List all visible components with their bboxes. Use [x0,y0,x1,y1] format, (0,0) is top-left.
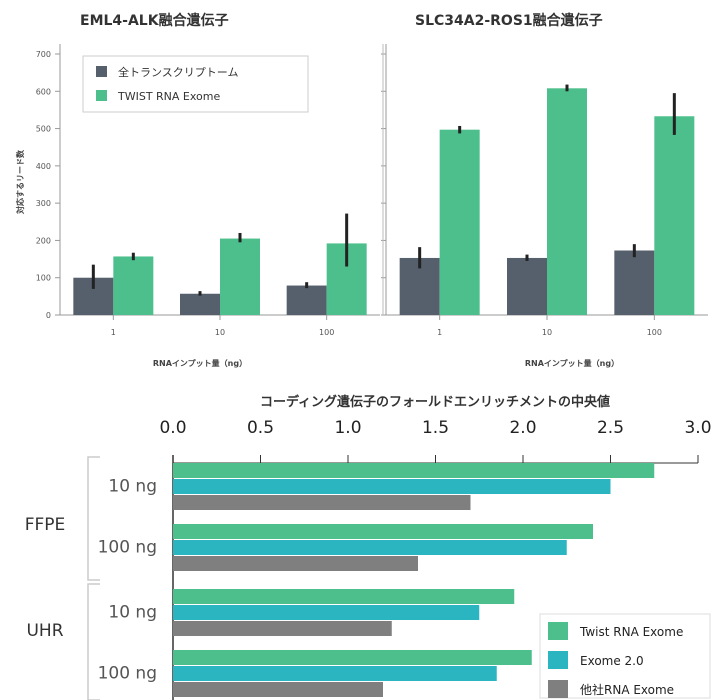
chart3-x-tick-label: 2.5 [597,418,624,438]
chart1-y-tick-label: 400 [36,162,51,171]
chart3-group-label: UHR [26,621,63,641]
chart3-group-bracket [87,456,100,581]
chart3-bar [173,540,567,555]
chart1-y-tick-label: 500 [36,125,51,134]
legend-label-exome-2: Exome 2.0 [580,654,644,668]
chart3-bar [173,666,497,681]
chart2-x-tick-label: 1 [437,328,442,337]
legend-label-other-rna-exome: 他社RNA Exome [580,682,674,697]
chart1-legend-box [82,55,309,113]
chart1-y-tick-label: 300 [36,199,51,208]
chart3-x-tick-label: 1.0 [334,418,361,438]
chart1-y-tick-label: 600 [36,87,51,96]
chart2-bar [439,129,480,315]
chart2-x-tick-label: 10 [542,328,552,337]
chart3-legend-box [539,613,711,699]
chart3-bar [173,650,532,665]
chart1-legend: 全トランスクリプトーム TWIST RNA Exome [82,55,309,113]
chart3-x-tick-label: 0.5 [247,418,274,438]
legend-swatch-whole-transcriptome [96,66,107,77]
legend-swatch-twist-rna-exome [548,622,568,640]
legend-label-twist: TWIST RNA Exome [117,90,220,103]
chart1-x-tick-label: 10 [215,328,225,337]
chart1-bar [113,256,154,315]
chart3-bar [173,479,611,494]
chart1-y-axis-label: 対応するリード数 [15,149,25,215]
chart3-bar [173,463,655,478]
chart3-category-label: 100 ng [98,538,157,558]
chart3-title: コーディング遺伝子のフォールドエンリッチメントの中央値 [260,394,610,410]
chart3-bar [173,621,392,636]
chart3-category-label: 10 ng [108,477,157,497]
chart1-y-tick-label: 100 [36,274,51,283]
chart1-y-tick-label: 700 [36,50,51,59]
chart1-y-tick-label: 200 [36,236,51,245]
legend-swatch-twist [96,90,107,101]
chart3-group-bracket [87,583,100,700]
chart3-x-tick-label: 0.0 [159,418,186,438]
chart2-bar [547,88,587,315]
chart3-category-label: 10 ng [108,603,157,623]
chart3-x-tick-label: 3.0 [684,418,711,438]
legend-label-whole-transcriptome: 全トランスクリプトーム [118,65,238,79]
chart1-x-tick-label: 100 [319,328,334,337]
chart1-bar [286,285,327,315]
chart2-bar [614,250,655,315]
chart2-bar [507,257,547,315]
chart3-legend: Twist RNA Exome Exome 2.0 他社RNA Exome [539,613,711,699]
chart-marks: 0 100 200 300 400 500 600 700 1 10 100 1 10 100 0.0 0.5… [25,44,712,700]
chart3-x-tick-label: 1.5 [422,418,449,438]
chart3-bar [173,605,480,620]
chart2-bar [654,116,695,315]
chart3-bar [173,682,383,697]
chart3-x-tick-label: 2.0 [509,418,536,438]
chart1-bar [220,238,260,315]
chart3-bar [173,524,593,539]
chart1-bar [180,293,220,315]
legend-label-twist-rna-exome: Twist RNA Exome [579,625,683,639]
chart3-bar [173,556,418,571]
chart2-x-axis-label: RNAインプット量（ng） [525,358,619,368]
chart1-x-axis-label: RNAインプット量（ng） [153,358,247,368]
legend-swatch-exome-2 [548,651,568,669]
chart3-category-label: 100 ng [98,664,157,684]
chart2-title: SLC34A2-ROS1融合遺伝子 [415,12,603,29]
chart3-group-label: FFPE [25,515,66,535]
legend-swatch-other-rna-exome [548,680,568,698]
chart1-y-tick-label: 0 [46,311,51,320]
chart1-title: EML4-ALK融合遺伝子 [80,12,229,29]
chart3-bar [173,589,515,604]
chart1-x-tick-label: 1 [111,328,116,337]
chart2-x-tick-label: 100 [647,328,662,337]
chart3-bar [173,495,471,510]
